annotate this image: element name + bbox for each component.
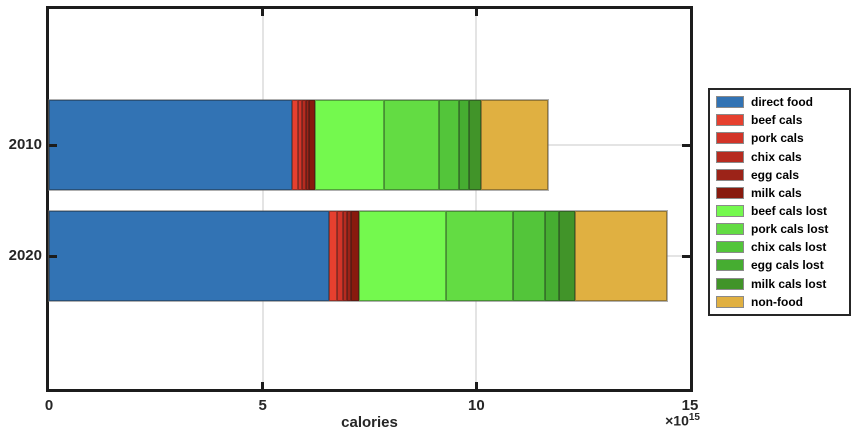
legend-item-chix-cals: chix cals <box>716 149 847 165</box>
legend-label-direct-food: direct food <box>751 95 813 110</box>
legend-label-egg-cals-lost: egg cals lost <box>751 258 824 273</box>
legend-swatch-beef-cals <box>716 114 744 127</box>
legend-label-chix-cals-lost: chix cals lost <box>751 240 827 255</box>
legend-item-beef-cals-lost: beef cals lost <box>716 203 847 219</box>
segment-non-food <box>480 100 549 190</box>
segment-milk-cals-lost <box>558 211 576 301</box>
legend-item-non-food: non-food <box>716 294 847 310</box>
legend-swatch-non-food <box>716 295 744 308</box>
legend-label-milk-cals-lost: milk cals lost <box>751 276 827 291</box>
legend-swatch-milk-cals-lost <box>716 277 744 290</box>
legend: direct food beef cals pork cals chix cals eg… <box>708 88 851 316</box>
segment-beef-cals <box>291 100 298 190</box>
legend-label-beef-cals: beef cals <box>751 113 803 128</box>
segment-chix-cals <box>302 100 306 190</box>
x-tick-mark-10 <box>474 382 478 389</box>
legend-swatch-beef-cals-lost <box>716 204 744 217</box>
legend-swatch-egg-cals-lost <box>716 259 744 272</box>
legend-item-direct-food: direct food <box>716 94 847 110</box>
x-tick-mark-5 <box>261 382 265 389</box>
x-tick-label-10: 10 <box>467 397 485 414</box>
legend-item-pork-cals: pork cals <box>716 130 847 146</box>
legend-label-pork-cals-lost: pork cals lost <box>751 222 829 237</box>
x-tick-mark-top-10 <box>474 9 478 16</box>
segment-direct-food <box>49 211 329 301</box>
legend-label-non-food: non-food <box>751 294 803 309</box>
x-axis-scale-label: ×1015 <box>630 412 700 429</box>
y-tick-mark-2020 <box>49 254 57 258</box>
legend-item-beef-cals: beef cals <box>716 112 847 128</box>
segment-beef-cals-lost <box>314 100 385 190</box>
segment-non-food <box>575 211 668 301</box>
legend-item-egg-cals: egg cals <box>716 167 847 183</box>
bar-2020 <box>47 210 669 302</box>
segment-milk-cals <box>351 211 359 301</box>
legend-item-chix-cals-lost: chix cals lost <box>716 239 847 255</box>
x-axis-title: calories <box>341 414 398 431</box>
legend-label-milk-cals: milk cals <box>751 185 802 200</box>
y-tick-mark-right-2020 <box>682 254 690 258</box>
bar-2010 <box>47 99 550 191</box>
segment-pork-cals-lost <box>384 100 440 190</box>
legend-swatch-egg-cals <box>716 168 744 181</box>
plot-area <box>46 6 693 392</box>
segment-pork-cals <box>337 211 344 301</box>
x-tick-label-5: 5 <box>258 397 267 414</box>
legend-label-pork-cals: pork cals <box>751 131 804 146</box>
y-tick-mark-2010 <box>49 143 57 147</box>
segment-pork-cals-lost <box>445 211 514 301</box>
legend-swatch-direct-food <box>716 96 744 109</box>
vertical-gridline-5 <box>261 9 264 389</box>
legend-swatch-chix-cals-lost <box>716 241 744 254</box>
segment-chix-cals <box>343 211 348 301</box>
legend-item-pork-cals-lost: pork cals lost <box>716 221 847 237</box>
scale-base: ×10 <box>665 412 689 429</box>
segment-pork-cals <box>297 100 303 190</box>
x-tick-label-0: 0 <box>44 397 54 414</box>
legend-label-beef-cals-lost: beef cals lost <box>751 203 828 218</box>
legend-item-milk-cals-lost: milk cals lost <box>716 276 847 292</box>
y-tick-label-2020: 2020 <box>8 247 42 264</box>
segment-milk-cals <box>309 100 315 190</box>
segment-direct-food <box>49 100 292 190</box>
legend-item-milk-cals: milk cals <box>716 185 847 201</box>
legend-swatch-chix-cals <box>716 150 744 163</box>
legend-swatch-milk-cals <box>716 186 744 199</box>
y-tick-mark-right-2010 <box>682 143 690 147</box>
segment-chix-cals-lost <box>439 100 460 190</box>
segment-beef-cals-lost <box>358 211 446 301</box>
scale-exponent: 15 <box>688 412 700 423</box>
segment-egg-cals-lost <box>459 100 469 190</box>
legend-label-egg-cals: egg cals <box>751 167 800 182</box>
segment-milk-cals-lost <box>468 100 481 190</box>
x-tick-mark-top-5 <box>261 9 265 16</box>
legend-swatch-pork-cals-lost <box>716 223 744 236</box>
y-tick-label-2010: 2010 <box>8 136 42 153</box>
legend-item-egg-cals-lost: egg cals lost <box>716 257 847 273</box>
legend-label-chix-cals: chix cals <box>751 149 802 164</box>
segment-egg-cals-lost <box>544 211 559 301</box>
segment-egg-cals <box>305 100 310 190</box>
segment-beef-cals <box>328 211 338 301</box>
segment-chix-cals-lost <box>513 211 545 301</box>
segment-egg-cals <box>347 211 352 301</box>
vertical-gridline-10 <box>475 9 478 389</box>
legend-swatch-pork-cals <box>716 132 744 145</box>
x-tick-label-15: 15 <box>681 397 699 414</box>
